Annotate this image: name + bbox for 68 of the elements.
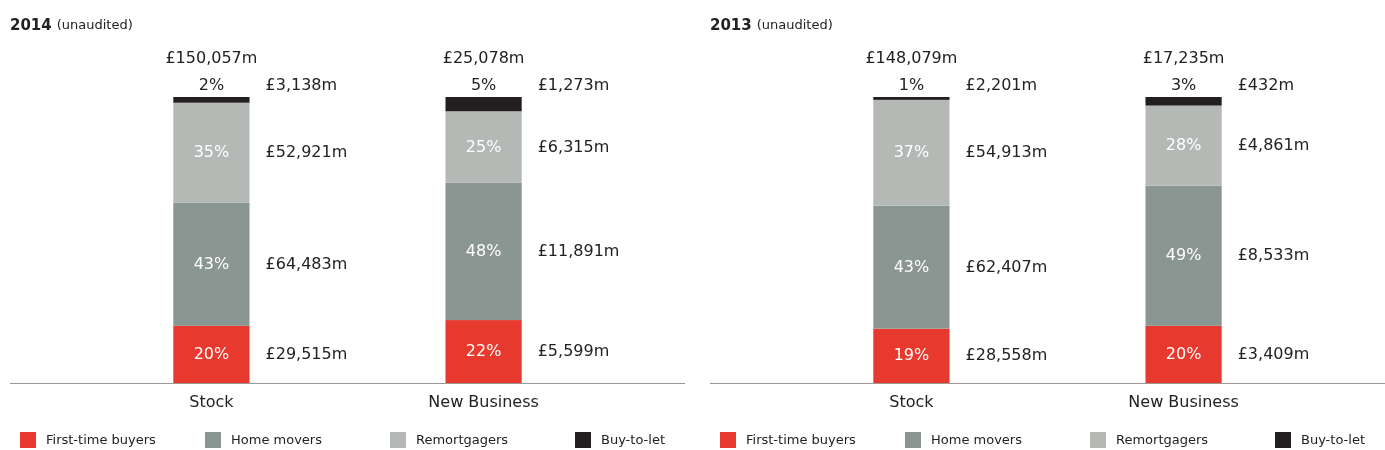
legend-label: Home movers — [931, 431, 1023, 447]
bar — [173, 102, 250, 203]
bar — [173, 97, 250, 103]
legend-label: Home movers — [231, 431, 323, 447]
bar — [173, 325, 250, 383]
annotation: £4,861m — [1237, 135, 1310, 155]
annotation: £28,558m — [965, 345, 1048, 365]
annotation: £64,483m — [265, 253, 348, 273]
annotation: £52,921m — [265, 142, 348, 162]
bar — [1145, 325, 1222, 383]
text: £148,079m — [865, 47, 958, 67]
x-tick-label: Stock — [189, 391, 235, 411]
legend-label: Buy-to-let — [601, 431, 666, 447]
annotation: £62,407m — [965, 256, 1048, 276]
data-label: 48% — [465, 240, 502, 260]
x-tick-label: Stock — [889, 391, 935, 411]
data-label: 20% — [1165, 343, 1202, 363]
legend-label: Remortgagers — [416, 431, 509, 447]
chart-subtitle: (unaudited) — [56, 16, 133, 32]
data-label: 1% — [898, 74, 925, 94]
bar — [1145, 185, 1222, 326]
data-label: 22% — [465, 341, 502, 361]
annotation: £54,913m — [965, 142, 1048, 162]
chart-subtitle: (unaudited) — [756, 16, 833, 32]
data-label: 43% — [193, 253, 230, 273]
data-label: 25% — [465, 136, 502, 156]
data-label: 43% — [893, 256, 930, 276]
legend-label: First-time buyers — [46, 431, 157, 447]
annotation: £6,315m — [537, 136, 610, 156]
annotation: £11,891m — [537, 240, 620, 260]
bar — [873, 99, 950, 206]
text: £3,138m — [265, 74, 338, 94]
bar — [445, 97, 522, 112]
data-label: 2% — [198, 74, 225, 94]
bar — [873, 205, 950, 329]
legend-label: Remortgagers — [1116, 431, 1209, 447]
annotation: £8,533m — [1237, 245, 1310, 265]
text: £25,078m — [442, 47, 525, 67]
text: £2,201m — [965, 74, 1038, 94]
text: £1,273m — [537, 74, 610, 94]
text: £150,057m — [165, 47, 258, 67]
bar — [873, 97, 950, 100]
data-label: 19% — [893, 345, 930, 365]
legend-label: First-time buyers — [746, 431, 857, 447]
data-label: 35% — [193, 142, 230, 162]
text: £432m — [1237, 74, 1295, 94]
annotation: £29,515m — [265, 343, 348, 363]
bar — [445, 111, 522, 183]
x-tick-label: New Business — [1128, 391, 1239, 411]
data-label: 37% — [893, 142, 930, 162]
data-label: 3% — [1170, 74, 1197, 94]
data-label: 28% — [1165, 135, 1202, 155]
data-label: 49% — [1165, 245, 1202, 265]
data-label: 5% — [470, 74, 497, 94]
bar — [873, 328, 950, 383]
bar — [1145, 105, 1222, 186]
bar — [445, 320, 522, 383]
chart-title: 2013 — [710, 15, 752, 34]
legend-label: Buy-to-let — [1301, 431, 1366, 447]
bar — [445, 182, 522, 321]
annotation: £5,599m — [537, 341, 610, 361]
data-label: 20% — [193, 343, 230, 363]
annotation: £3,409m — [1237, 343, 1310, 363]
x-tick-label: New Business — [428, 391, 539, 411]
text: £17,235m — [1142, 47, 1225, 67]
bar — [1145, 97, 1222, 106]
chart-title: 2014 — [10, 15, 52, 34]
bar — [173, 202, 250, 326]
